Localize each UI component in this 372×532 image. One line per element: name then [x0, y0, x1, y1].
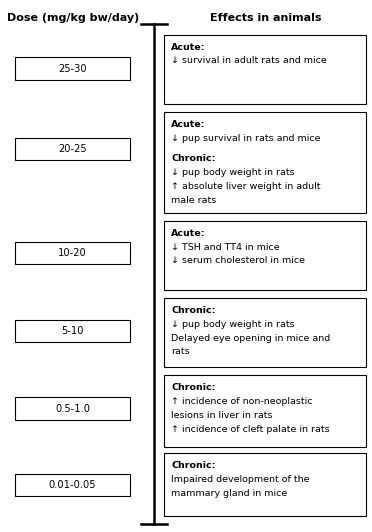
- Text: 5-10: 5-10: [61, 326, 84, 336]
- Text: 10-20: 10-20: [58, 248, 87, 257]
- Text: Chronic:: Chronic:: [171, 461, 215, 470]
- FancyBboxPatch shape: [15, 320, 130, 342]
- Text: Delayed eye opening in mice and: Delayed eye opening in mice and: [171, 334, 330, 343]
- Text: ↓ pup body weight in rats: ↓ pup body weight in rats: [171, 320, 295, 329]
- Text: mammary gland in mice: mammary gland in mice: [171, 489, 288, 498]
- Text: ↑ incidence of non-neoplastic: ↑ incidence of non-neoplastic: [171, 397, 312, 406]
- Text: ↓ pup survival in rats and mice: ↓ pup survival in rats and mice: [171, 134, 321, 143]
- FancyBboxPatch shape: [164, 221, 366, 290]
- FancyBboxPatch shape: [15, 242, 130, 264]
- Text: ↓ TSH and TT4 in mice: ↓ TSH and TT4 in mice: [171, 243, 280, 252]
- FancyBboxPatch shape: [164, 298, 366, 367]
- Text: lesions in liver in rats: lesions in liver in rats: [171, 411, 273, 420]
- Text: Acute:: Acute:: [171, 43, 206, 52]
- FancyBboxPatch shape: [15, 57, 130, 80]
- Text: 25-30: 25-30: [58, 64, 87, 73]
- Text: 0.5-1.0: 0.5-1.0: [55, 404, 90, 413]
- Text: ↑ absolute liver weight in adult: ↑ absolute liver weight in adult: [171, 182, 321, 191]
- Text: Chronic:: Chronic:: [171, 306, 215, 315]
- Text: 20-25: 20-25: [58, 144, 87, 154]
- FancyBboxPatch shape: [15, 397, 130, 420]
- FancyBboxPatch shape: [15, 474, 130, 496]
- Text: Chronic:: Chronic:: [171, 383, 215, 392]
- Text: Acute:: Acute:: [171, 120, 206, 129]
- Text: rats: rats: [171, 347, 190, 356]
- FancyBboxPatch shape: [15, 138, 130, 160]
- FancyBboxPatch shape: [164, 112, 366, 213]
- Text: 0.01-0.05: 0.01-0.05: [49, 480, 96, 490]
- Text: ↓ survival in adult rats and mice: ↓ survival in adult rats and mice: [171, 56, 327, 65]
- Text: ↓ pup body weight in rats: ↓ pup body weight in rats: [171, 168, 295, 177]
- Text: Acute:: Acute:: [171, 229, 206, 238]
- Text: Impaired development of the: Impaired development of the: [171, 475, 310, 484]
- Text: ↑ incidence of cleft palate in rats: ↑ incidence of cleft palate in rats: [171, 425, 330, 434]
- FancyBboxPatch shape: [164, 375, 366, 447]
- Text: Dose (mg/kg bw/day): Dose (mg/kg bw/day): [7, 13, 139, 23]
- FancyBboxPatch shape: [164, 35, 366, 104]
- Text: ↓ serum cholesterol in mice: ↓ serum cholesterol in mice: [171, 256, 305, 265]
- Text: Chronic:: Chronic:: [171, 154, 215, 163]
- Text: Effects in animals: Effects in animals: [210, 13, 322, 23]
- FancyBboxPatch shape: [164, 453, 366, 516]
- Text: male rats: male rats: [171, 196, 217, 205]
